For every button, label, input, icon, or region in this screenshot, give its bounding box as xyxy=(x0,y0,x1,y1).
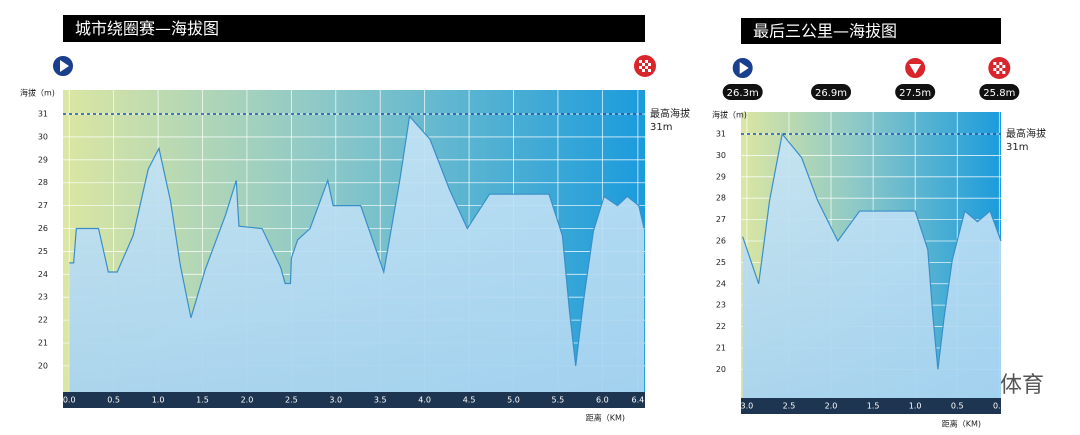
start-icon-arrow xyxy=(60,60,69,72)
x-tick-label: 0.5 xyxy=(951,402,964,411)
y-tick-label: 22 xyxy=(38,316,48,325)
y-tick-label: 20 xyxy=(716,365,726,374)
x-tick-label: 2.5 xyxy=(285,396,298,405)
elevation-area xyxy=(69,116,645,392)
y-tick-label: 20 xyxy=(38,361,48,370)
x-tick-label: 1.0 xyxy=(909,402,922,411)
finish-checker xyxy=(1002,65,1006,68)
reference-title: 最高海拔 xyxy=(650,107,690,120)
x-axis-band xyxy=(741,398,1001,414)
x-tick-label: 3.0 xyxy=(329,396,342,405)
x-tick-label: 2.0 xyxy=(241,396,254,405)
y-tick-label: 27 xyxy=(38,201,48,210)
finish-checker xyxy=(639,66,642,69)
start-icon-arrow xyxy=(739,62,749,74)
marker-badge xyxy=(979,84,1020,100)
y-tick-label: 23 xyxy=(38,293,48,302)
x-tick-label: 0.0 xyxy=(993,402,1006,411)
y-tick-label: 26 xyxy=(38,224,48,233)
x-tick-label: 5.0 xyxy=(507,396,520,405)
marker-badge xyxy=(722,84,763,100)
finish-checker xyxy=(642,69,645,72)
x-tick-label: 4.5 xyxy=(463,396,476,405)
y-tick-label: 31 xyxy=(716,130,726,139)
x-tick-label: 5.5 xyxy=(552,396,565,405)
y-tick-label: 30 xyxy=(38,132,48,141)
x-tick-label: 2.0 xyxy=(825,402,838,411)
elevation-line xyxy=(742,132,1002,370)
x-tick-label: 1.5 xyxy=(867,402,880,411)
marker-label: 25.8m xyxy=(983,88,1015,99)
x-tick-label: 0.5 xyxy=(107,396,120,405)
elevation-area xyxy=(742,134,1001,399)
y-tick-label: 24 xyxy=(716,279,726,288)
finish-checker xyxy=(996,65,1000,68)
finish-checker xyxy=(1002,71,1006,74)
finish-checker xyxy=(999,68,1003,71)
y-tick-label: 28 xyxy=(716,194,726,203)
reference-label: 31m xyxy=(650,122,672,133)
x-tick-label: 1.0 xyxy=(152,396,165,405)
y-tick-label: 25 xyxy=(716,258,726,267)
x-axis-label: 距离（KM) xyxy=(586,413,625,423)
finish-checker xyxy=(993,68,997,71)
chart-title: 城市绕圈赛—海拔图 xyxy=(75,19,219,38)
finish-checker xyxy=(645,66,648,69)
reference-label: 31m xyxy=(1006,142,1028,153)
y-tick-label: 21 xyxy=(38,339,48,348)
marker-label: 26.3m xyxy=(727,88,759,99)
finish-checker xyxy=(645,60,648,63)
y-axis-label: 海拔（m) xyxy=(20,88,55,98)
title-bar xyxy=(741,18,1001,44)
elevation-line xyxy=(69,114,645,366)
reference-title: 最高海拔 xyxy=(1006,127,1046,140)
marker-badge xyxy=(811,84,852,100)
chart-title: 最后三公里—海拔图 xyxy=(753,22,897,41)
x-tick-label: 4.0 xyxy=(418,396,431,405)
y-tick-label: 23 xyxy=(716,301,726,310)
y-tick-label: 28 xyxy=(38,178,48,187)
peak-icon-arrow xyxy=(909,64,922,74)
finish-checker xyxy=(996,71,1000,74)
finish-checker xyxy=(999,62,1003,65)
y-tick-label: 24 xyxy=(38,270,48,279)
x-axis-band xyxy=(63,392,645,408)
finish-checker xyxy=(648,69,651,72)
finish-checker xyxy=(993,62,997,65)
finish-checker xyxy=(642,63,645,66)
x-tick-label: 0.0 xyxy=(63,396,76,405)
x-tick-label: 3.0 xyxy=(741,402,754,411)
marker-label: 26.9m xyxy=(815,88,847,99)
x-axis-label: 距离（KM) xyxy=(942,419,981,429)
y-tick-label: 31 xyxy=(38,110,48,119)
x-tick-label: 1.5 xyxy=(196,396,209,405)
x-tick-label: 6.0 xyxy=(596,396,609,405)
y-tick-label: 27 xyxy=(716,215,726,224)
y-tick-label: 25 xyxy=(38,247,48,256)
y-tick-label: 26 xyxy=(716,236,726,245)
x-tick-label: 3.5 xyxy=(374,396,387,405)
y-tick-label: 22 xyxy=(716,322,726,331)
y-axis-label: 海拔（m) xyxy=(712,110,747,120)
y-tick-label: 21 xyxy=(716,343,726,352)
y-tick-label: 30 xyxy=(716,151,726,160)
title-bar xyxy=(63,15,645,42)
x-tick-label: 6.4 xyxy=(632,396,645,405)
finish-checker xyxy=(648,63,651,66)
marker-badge xyxy=(895,84,936,100)
marker-label: 27.5m xyxy=(899,88,931,99)
y-tick-label: 29 xyxy=(716,172,726,181)
y-tick-label: 29 xyxy=(38,155,48,164)
x-tick-label: 2.5 xyxy=(783,402,796,411)
finish-checker xyxy=(639,60,642,63)
